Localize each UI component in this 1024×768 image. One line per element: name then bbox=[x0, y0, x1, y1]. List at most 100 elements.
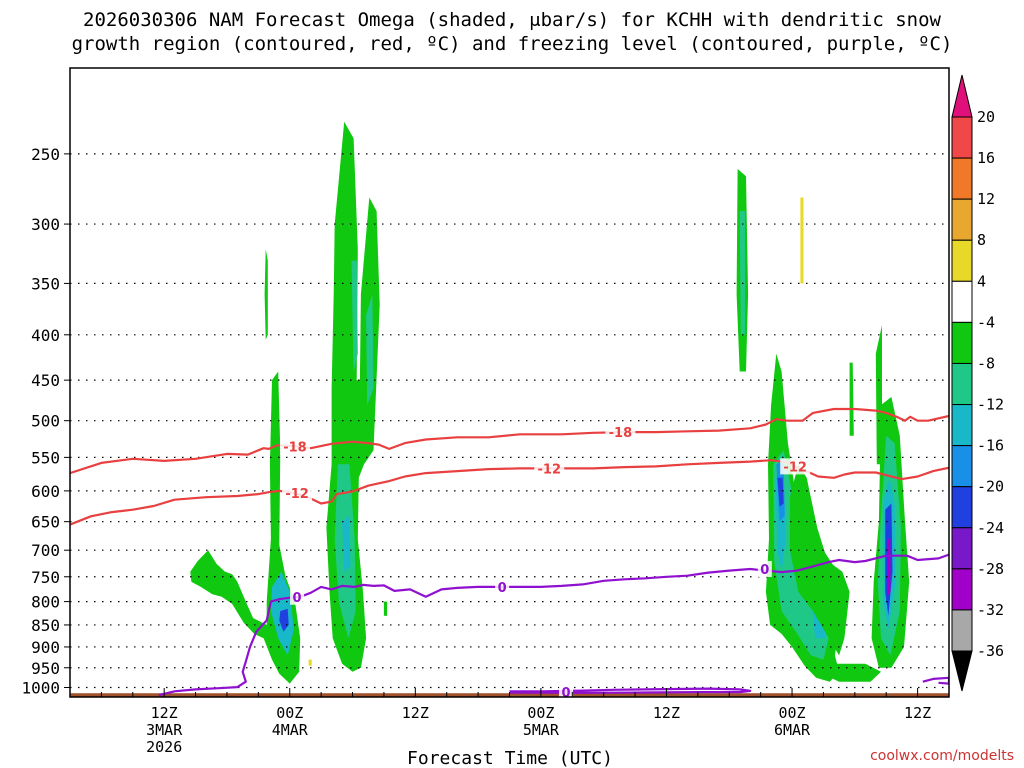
contour-minus12-line bbox=[70, 459, 949, 526]
x-axis-label: Forecast Time (UTC) bbox=[407, 748, 613, 768]
y-tick-label-750: 750 bbox=[31, 568, 60, 587]
contour-minus18-label-1: -18 bbox=[283, 441, 307, 456]
x-tick-label-24-1: 00Z bbox=[276, 704, 303, 722]
y-tick-label-400: 400 bbox=[31, 326, 60, 345]
y-tick-label-450: 450 bbox=[31, 371, 60, 390]
colorbar-label-4: 8 bbox=[977, 231, 986, 249]
colorbar-band--12--8 bbox=[951, 362, 973, 406]
y-tick-label-350: 350 bbox=[31, 274, 60, 293]
omega-area-column-mid bbox=[342, 515, 351, 572]
contour-minus18-label-bg-1 bbox=[279, 438, 310, 455]
omega-area-green-dot bbox=[383, 601, 388, 616]
omega-area-late-right-top2 bbox=[849, 362, 854, 436]
y-tick-label-650: 650 bbox=[31, 513, 60, 532]
colorbar-band--4-4 bbox=[951, 280, 973, 323]
colorbar-band--20--16 bbox=[951, 445, 973, 488]
credit-text: coolwx.com/modelts bbox=[870, 748, 1014, 764]
contour-minus18-label-bg-2 bbox=[605, 424, 636, 441]
omega-area-yellow-dot bbox=[308, 659, 312, 666]
y-tick-label-600: 600 bbox=[31, 482, 60, 501]
colorbar-under-arrow bbox=[951, 650, 973, 692]
colorbar-band--36--32 bbox=[951, 609, 973, 652]
contour-zero-label-bg-2 bbox=[495, 578, 510, 595]
x-tick-label-36-1: 12Z bbox=[402, 704, 429, 722]
y-tick-label-500: 500 bbox=[31, 412, 60, 431]
colorbar-label-6: -4 bbox=[977, 313, 995, 331]
x-tick-label-24-2: 4MAR bbox=[272, 721, 309, 739]
colorbar-label-5: 4 bbox=[977, 272, 986, 290]
x-tick-label-12-1: 12Z bbox=[151, 704, 178, 722]
contour-zero-low-line bbox=[509, 687, 752, 694]
contour-minus12-label-2: -12 bbox=[538, 462, 562, 477]
contour-zero-label-bg-3 bbox=[757, 560, 772, 577]
contour-minus12-label-bg-3 bbox=[780, 458, 811, 475]
x-tick-label-60-1: 12Z bbox=[653, 704, 680, 722]
colorbar-label-8: -12 bbox=[977, 396, 1004, 414]
contour-minus12-label-3: -12 bbox=[783, 460, 807, 475]
chart-title: 2026030306 NAM Forecast Omega (shaded, μ… bbox=[0, 8, 1024, 56]
colorbar-over-arrow bbox=[951, 74, 973, 118]
y-tick-label-550: 550 bbox=[31, 448, 60, 467]
contour-zero-label-3: 0 bbox=[760, 563, 769, 578]
colorbar-band--16--12 bbox=[951, 404, 973, 447]
colorbar-band--28--24 bbox=[951, 527, 973, 570]
omega-area-yellow bbox=[800, 197, 804, 284]
contour-minus18-label-2: -18 bbox=[609, 426, 633, 441]
omega-area-early-max bbox=[279, 608, 289, 632]
y-tick-label-700: 700 bbox=[31, 541, 60, 560]
y-tick-label-1000: 1000 bbox=[21, 678, 60, 697]
x-tick-label-48-2: 5MAR bbox=[523, 721, 560, 739]
y-tick-label-950: 950 bbox=[31, 659, 60, 678]
colorbar-band--8--4 bbox=[951, 321, 973, 364]
colorbar-band-16-20 bbox=[951, 116, 973, 159]
colorbar-label-2: 16 bbox=[977, 149, 995, 167]
contour-zero-label-bg-1 bbox=[290, 588, 305, 605]
colorbar-label-13: -32 bbox=[977, 601, 1004, 619]
colorbar-label-12: -28 bbox=[977, 560, 1004, 578]
contour-zero-right-line bbox=[922, 676, 949, 685]
omega-area-column-upper bbox=[351, 260, 358, 372]
colorbar-label-11: -24 bbox=[977, 519, 1004, 537]
omega-area-early-top bbox=[264, 248, 268, 340]
contour-zero-low-label-bg-1 bbox=[559, 684, 574, 697]
x-tick-label-48-1: 00Z bbox=[527, 704, 554, 722]
colorbar-label-9: -16 bbox=[977, 437, 1004, 455]
title-line-1: 2026030306 NAM Forecast Omega (shaded, μ… bbox=[83, 9, 941, 31]
colorbar-band-4-8 bbox=[951, 239, 973, 282]
x-tick-label-12-3: 2026 bbox=[146, 738, 182, 756]
contour-zero-label-1: 0 bbox=[293, 591, 302, 606]
colorbar-band-12-16 bbox=[951, 157, 973, 200]
x-tick-label-72-1: 00Z bbox=[778, 704, 805, 722]
title-line-2: growth region (contoured, red, ºC) and f… bbox=[71, 33, 953, 55]
omega-area-late-right-purple bbox=[887, 539, 891, 597]
omega-area-late-right-top bbox=[875, 325, 882, 465]
y-tick-label-800: 800 bbox=[31, 593, 60, 612]
contour-minus18-line bbox=[70, 407, 949, 475]
y-tick-label-250: 250 bbox=[31, 145, 60, 164]
colorbar: 20 16 12 8 4 -4 -8 -12 -16 -20 -24 -28 -32 -36 bbox=[951, 74, 1004, 692]
contour-minus12-label-1: -12 bbox=[285, 487, 309, 502]
contour-minus12-label-bg-2 bbox=[534, 460, 565, 477]
x-tick-label-12-2: 3MAR bbox=[146, 721, 183, 739]
colorbar-label-14: -36 bbox=[977, 642, 1004, 660]
colorbar-label-1: 20 bbox=[977, 108, 995, 126]
colorbar-band--24--20 bbox=[951, 486, 973, 529]
y-tick-label-900: 900 bbox=[31, 638, 60, 657]
colorbar-label-3: 12 bbox=[977, 190, 995, 208]
omega-area-column-upper2 bbox=[366, 294, 374, 405]
omega-area-late-left-max bbox=[777, 477, 784, 507]
omega-area-late-top-core bbox=[739, 211, 745, 335]
contour-zero-low-label-1: 0 bbox=[561, 686, 570, 701]
colorbar-label-7: -8 bbox=[977, 354, 995, 372]
colorbar-label-10: -20 bbox=[977, 478, 1004, 496]
contour-zero-label-2: 0 bbox=[498, 581, 507, 596]
omega-area-late-bottom bbox=[818, 663, 881, 682]
contour-zero-line bbox=[158, 553, 949, 697]
colorbar-band--32--28 bbox=[951, 568, 973, 611]
omega-fill-layer bbox=[190, 121, 910, 684]
colorbar-band-8-12 bbox=[951, 198, 973, 241]
y-tick-label-850: 850 bbox=[31, 616, 60, 635]
contour-layer: -18 -18 -12 -12 -12 0 0 0 0 bbox=[70, 407, 949, 701]
